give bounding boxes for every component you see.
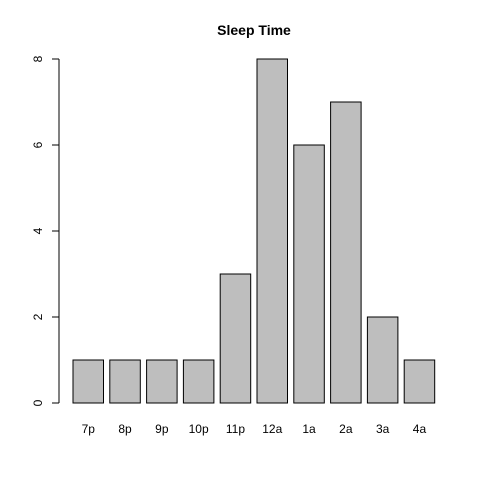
bar-8p — [109, 359, 141, 404]
y-tick-label: 2 — [31, 313, 45, 320]
chart-title: Sleep Time — [217, 22, 291, 38]
x-tick-labels: 7p 8p 9p 10p 11p 12a 1a 2a 3a 4a — [82, 422, 427, 436]
x-tick-label: 9p — [155, 422, 169, 436]
bar-10p — [182, 359, 215, 404]
x-tick-label: 4a — [413, 422, 427, 436]
x-tick-label: 10p — [189, 422, 209, 436]
y-tick-label: 4 — [31, 227, 45, 234]
bar-4a — [403, 359, 436, 404]
bar-12a — [256, 58, 288, 404]
bar-11p — [219, 273, 252, 404]
bar-3a — [366, 316, 399, 404]
x-tick-label: 7p — [82, 422, 96, 436]
bars-group — [72, 58, 436, 404]
x-tick-label: 1a — [302, 422, 316, 436]
y-tick-label: 6 — [31, 141, 45, 148]
bar-2a — [330, 101, 362, 404]
x-tick-label: 12a — [262, 422, 282, 436]
bar-7p — [72, 359, 104, 404]
x-tick-label: 11p — [226, 422, 245, 436]
y-axis: 0 2 4 6 8 — [31, 55, 60, 406]
y-tick-label: 8 — [31, 55, 45, 62]
x-tick-label: 2a — [339, 422, 353, 436]
x-tick-label: 3a — [376, 422, 390, 436]
x-tick-label: 8p — [118, 422, 132, 436]
bar-9p — [146, 359, 178, 404]
y-tick-label: 0 — [31, 399, 45, 406]
bar-1a — [293, 144, 325, 404]
